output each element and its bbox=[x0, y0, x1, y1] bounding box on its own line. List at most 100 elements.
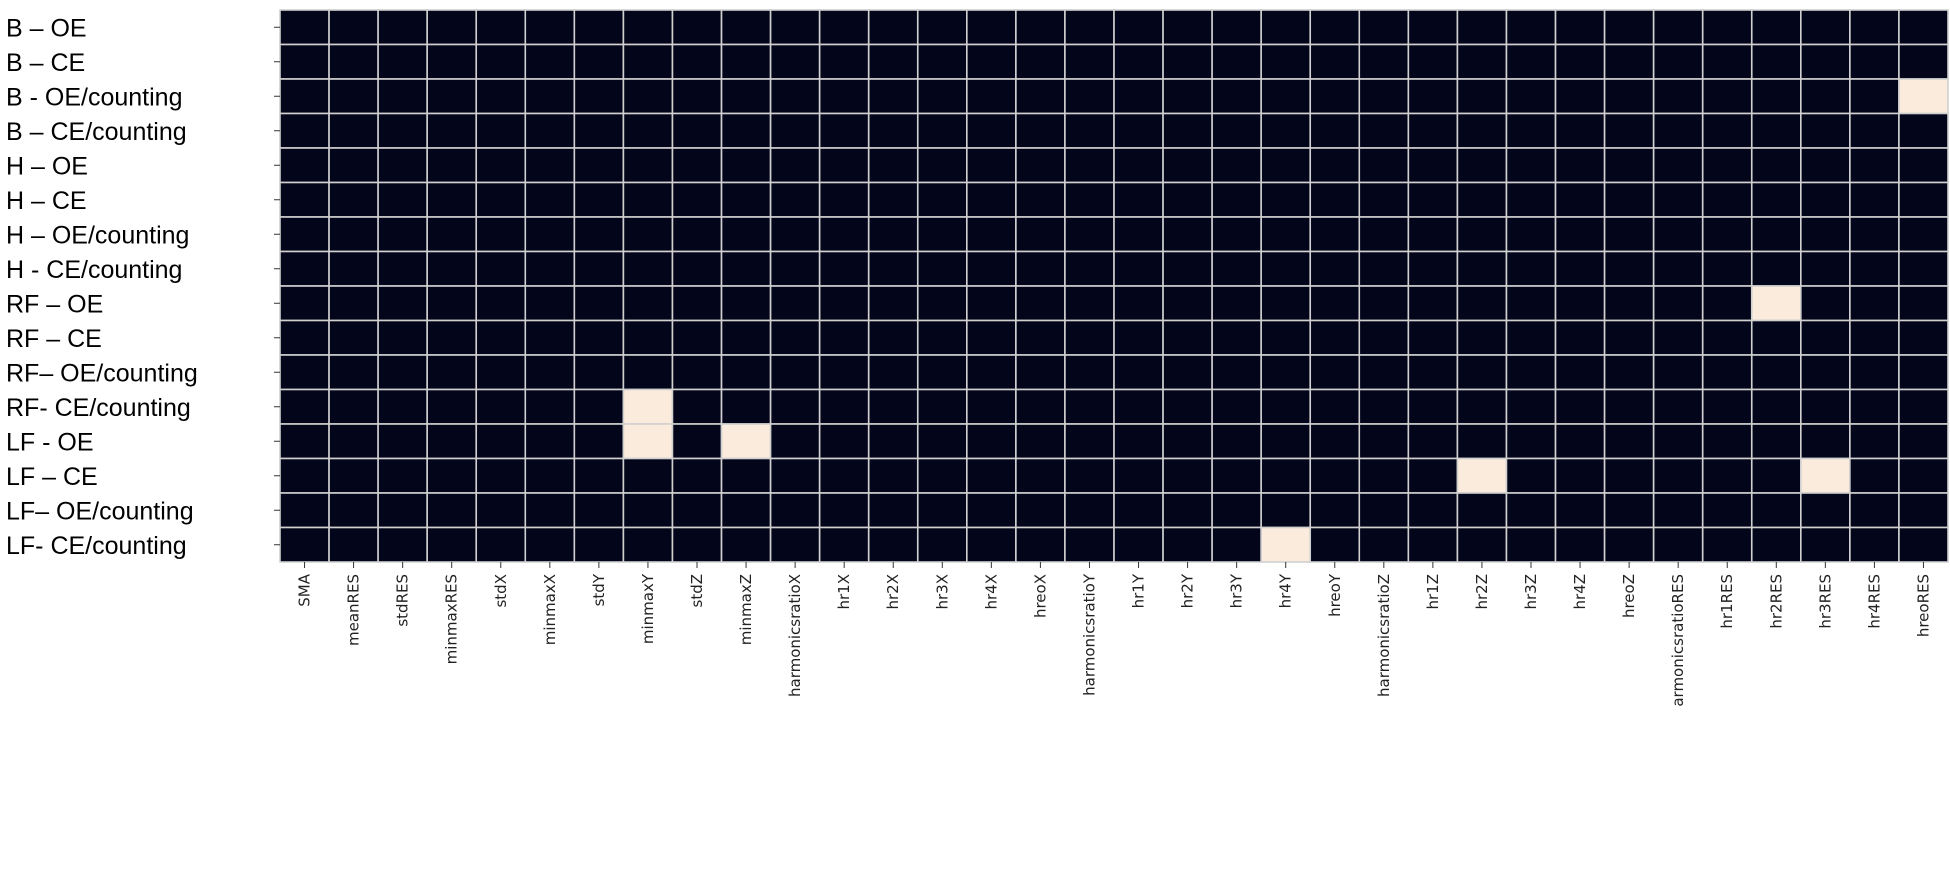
heatmap-cell bbox=[622, 216, 674, 253]
heatmap-cell bbox=[1211, 147, 1262, 184]
row-label: RF- CE/counting bbox=[6, 394, 191, 422]
heatmap-cell bbox=[1898, 216, 1949, 253]
heatmap-cell bbox=[426, 526, 478, 563]
heatmap-cell bbox=[1750, 181, 1802, 218]
heatmap-cell bbox=[1260, 9, 1312, 46]
heatmap-cell bbox=[328, 285, 379, 322]
heatmap-cell bbox=[328, 526, 379, 563]
heatmap-cell bbox=[867, 423, 919, 460]
heatmap-cell bbox=[1358, 147, 1410, 184]
heatmap-cell bbox=[1652, 492, 1704, 529]
heatmap-cell bbox=[622, 181, 674, 218]
heatmap-cell bbox=[1211, 388, 1262, 425]
heatmap-cell bbox=[1015, 9, 1066, 46]
heatmap-cell bbox=[1211, 181, 1262, 218]
heatmap-cell bbox=[1554, 147, 1606, 184]
heatmap-cell bbox=[1701, 147, 1753, 184]
heatmap-cell bbox=[818, 457, 870, 494]
heatmap-cell bbox=[671, 250, 723, 287]
heatmap-cell bbox=[1652, 526, 1704, 563]
heatmap-cell bbox=[1554, 457, 1606, 494]
heatmap-cell bbox=[966, 423, 1017, 460]
heatmap-cell bbox=[1652, 250, 1704, 287]
row-label: LF- CE/counting bbox=[6, 532, 187, 560]
heatmap-cell bbox=[818, 319, 870, 356]
heatmap-cell bbox=[1652, 285, 1704, 322]
heatmap-cell bbox=[671, 285, 723, 322]
heatmap-cell bbox=[1603, 492, 1655, 529]
heatmap-cell bbox=[475, 354, 527, 391]
heatmap-cell bbox=[1603, 181, 1655, 218]
heatmap-cell bbox=[867, 216, 919, 253]
heatmap-cell bbox=[1800, 216, 1851, 253]
heatmap-cell bbox=[1456, 354, 1508, 391]
heatmap-cell bbox=[1064, 112, 1115, 149]
heatmap-cell bbox=[279, 147, 330, 184]
heatmap-cell bbox=[1603, 388, 1655, 425]
heatmap-cell bbox=[1800, 526, 1851, 563]
heatmap-cell bbox=[867, 181, 919, 218]
heatmap-cell bbox=[377, 9, 428, 46]
heatmap-cell bbox=[377, 354, 428, 391]
heatmap-cell bbox=[1309, 181, 1361, 218]
heatmap-cell bbox=[1603, 147, 1655, 184]
heatmap-cell bbox=[377, 492, 428, 529]
heatmap-cell bbox=[1800, 319, 1851, 356]
heatmap-cell bbox=[1652, 457, 1704, 494]
heatmap-cell bbox=[1260, 147, 1312, 184]
heatmap-cell bbox=[1015, 285, 1066, 322]
heatmap-cell bbox=[916, 112, 968, 149]
heatmap-cell bbox=[1015, 526, 1066, 563]
heatmap-cell bbox=[1407, 423, 1459, 460]
heatmap-cell bbox=[1505, 285, 1557, 322]
heatmap-cells bbox=[279, 9, 1949, 563]
heatmap-cell bbox=[1554, 388, 1606, 425]
heatmap-cell bbox=[1701, 457, 1753, 494]
heatmap-cell bbox=[769, 423, 821, 460]
heatmap-cell bbox=[1358, 526, 1410, 563]
row-label: H – OE bbox=[6, 152, 88, 180]
heatmap-cell bbox=[377, 78, 428, 115]
heatmap-cell bbox=[818, 112, 870, 149]
heatmap-cell bbox=[769, 181, 821, 218]
row-label: B – CE bbox=[6, 49, 85, 77]
heatmap-cell bbox=[377, 112, 428, 149]
heatmap-cell bbox=[328, 457, 379, 494]
row-label: H – CE bbox=[6, 187, 87, 215]
heatmap-cell bbox=[1750, 354, 1802, 391]
heatmap-cell bbox=[1407, 250, 1459, 287]
heatmap-cell bbox=[1652, 147, 1704, 184]
heatmap-cell bbox=[1064, 457, 1115, 494]
heatmap-cell bbox=[1505, 319, 1557, 356]
heatmap-cell bbox=[867, 354, 919, 391]
heatmap-cell bbox=[622, 43, 674, 80]
heatmap-cell bbox=[475, 181, 527, 218]
heatmap-cell bbox=[1407, 285, 1459, 322]
heatmap-cell bbox=[1358, 181, 1410, 218]
heatmap-cell bbox=[377, 216, 428, 253]
heatmap-cell bbox=[867, 112, 919, 149]
heatmap-cell bbox=[916, 43, 968, 80]
heatmap-cell bbox=[1113, 43, 1164, 80]
heatmap-cell bbox=[1064, 354, 1115, 391]
heatmap-cell bbox=[1260, 250, 1312, 287]
heatmap-cell bbox=[966, 319, 1017, 356]
heatmap-cell bbox=[1358, 423, 1410, 460]
heatmap-cell bbox=[769, 354, 821, 391]
heatmap-cell bbox=[1701, 181, 1753, 218]
heatmap-cell bbox=[1113, 492, 1164, 529]
heatmap-cell bbox=[1603, 9, 1655, 46]
heatmap-cell bbox=[1603, 319, 1655, 356]
heatmap-cell bbox=[1849, 526, 1900, 563]
heatmap-cell bbox=[1800, 9, 1851, 46]
heatmap-cell bbox=[279, 9, 330, 46]
heatmap-cell bbox=[377, 423, 428, 460]
heatmap-cell bbox=[1701, 423, 1753, 460]
heatmap-cell bbox=[328, 9, 379, 46]
heatmap-cell bbox=[1015, 112, 1066, 149]
heatmap-cell bbox=[867, 250, 919, 287]
heatmap-cell bbox=[1309, 285, 1361, 322]
heatmap-cell bbox=[279, 250, 330, 287]
heatmap-cell bbox=[1015, 250, 1066, 287]
heatmap-cell bbox=[916, 181, 968, 218]
